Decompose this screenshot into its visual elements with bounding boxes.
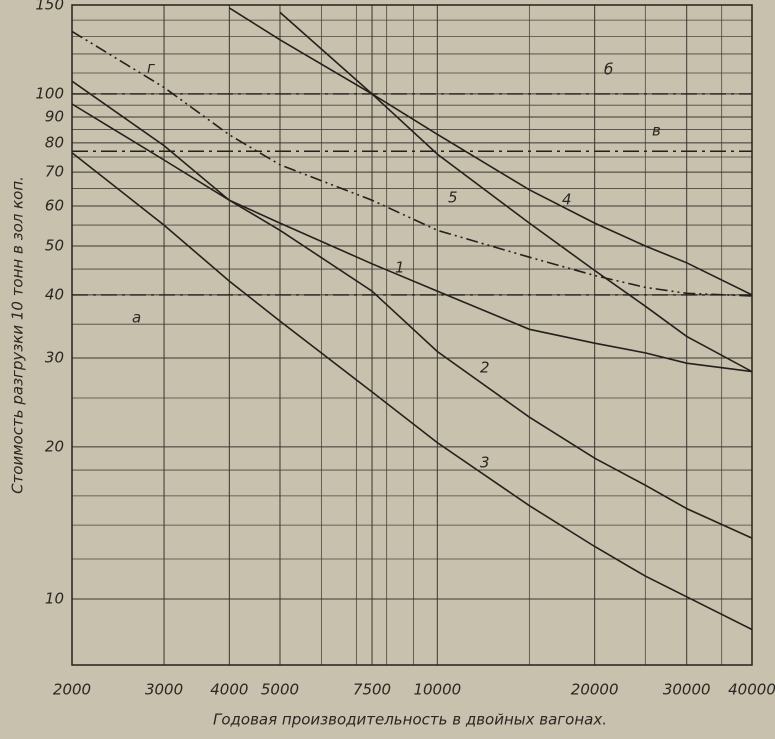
x-axis-label: Годовая производительность в двойных ваг… — [213, 711, 607, 729]
curve — [228, 7, 752, 373]
x-tick-label: 20000 — [571, 681, 619, 699]
x-tick-label: 40000 — [728, 681, 775, 699]
y-tick-label: 80 — [45, 133, 64, 151]
x-tick-label: 3000 — [145, 681, 183, 699]
y-tick-label: 50 — [45, 236, 64, 254]
reference-label: б — [604, 61, 613, 79]
curve-label: 4 — [562, 191, 572, 209]
curve-label: 2 — [480, 359, 490, 377]
x-tick-label: 2000 — [53, 681, 91, 699]
y-tick-label: 100 — [35, 84, 64, 102]
y-tick-label: 70 — [45, 163, 64, 181]
curve — [72, 152, 752, 631]
x-tick-label: 7500 — [353, 681, 391, 699]
y-tick-label: 150 — [35, 0, 64, 14]
reference-label: в — [652, 122, 661, 140]
y-tick-label: 90 — [45, 108, 64, 126]
curve-label: 1 — [395, 259, 405, 277]
curve — [279, 11, 752, 296]
y-axis-label: Стоимость разгрузки 10 тонн в зол коп. — [9, 176, 27, 494]
curve-label: г — [147, 59, 155, 77]
reference-label: а — [132, 309, 141, 327]
x-tick-label: 30000 — [663, 681, 711, 699]
y-tick-label: 30 — [45, 348, 64, 366]
y-tick-label: 10 — [45, 589, 64, 607]
x-tick-label: 5000 — [261, 681, 299, 699]
curve-label: 5 — [448, 189, 458, 207]
plot-frame — [71, 4, 753, 666]
curve — [72, 80, 752, 373]
curve — [72, 30, 752, 297]
curve — [72, 103, 752, 539]
y-tick-label: 60 — [45, 196, 64, 214]
y-tick-label: 20 — [45, 437, 64, 455]
x-tick-label: 4000 — [210, 681, 248, 699]
curve-label: 3 — [480, 454, 490, 472]
y-tick-label: 40 — [45, 285, 64, 303]
x-tick-label: 10000 — [413, 681, 461, 699]
